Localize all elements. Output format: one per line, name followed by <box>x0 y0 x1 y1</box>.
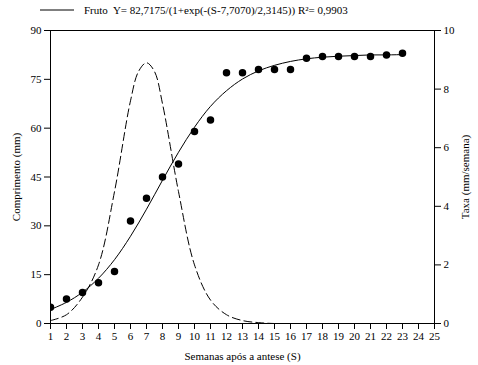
svg-text:10: 10 <box>444 24 456 36</box>
svg-text:15: 15 <box>269 330 281 342</box>
svg-text:4: 4 <box>444 200 450 212</box>
svg-text:5: 5 <box>112 330 118 342</box>
svg-text:7: 7 <box>144 330 150 342</box>
svg-text:21: 21 <box>365 330 376 342</box>
svg-text:19: 19 <box>333 330 345 342</box>
svg-text:6: 6 <box>444 141 450 153</box>
svg-text:16: 16 <box>285 330 297 342</box>
svg-text:Taxa (mm/semana): Taxa (mm/semana) <box>459 134 472 219</box>
svg-text:2: 2 <box>64 330 70 342</box>
svg-text:Semanas após a antese (S): Semanas após a antese (S) <box>184 350 300 363</box>
svg-text:14: 14 <box>253 330 265 342</box>
svg-text:8: 8 <box>444 83 450 95</box>
svg-text:9: 9 <box>176 330 182 342</box>
svg-text:17: 17 <box>301 330 313 342</box>
svg-text:1: 1 <box>48 330 54 342</box>
svg-text:0: 0 <box>444 317 450 329</box>
svg-text:0: 0 <box>36 317 42 329</box>
svg-text:2: 2 <box>444 258 450 270</box>
svg-text:30: 30 <box>31 219 43 231</box>
svg-text:13: 13 <box>237 330 249 342</box>
svg-text:3: 3 <box>80 330 86 342</box>
svg-text:45: 45 <box>31 171 43 183</box>
svg-text:10: 10 <box>189 330 201 342</box>
svg-text:15: 15 <box>31 268 43 280</box>
svg-text:22: 22 <box>381 330 392 342</box>
svg-text:Comprimento (mm): Comprimento (mm) <box>10 133 23 222</box>
svg-text:90: 90 <box>31 24 43 36</box>
svg-text:25: 25 <box>429 330 441 342</box>
svg-text:20: 20 <box>349 330 361 342</box>
svg-text:23: 23 <box>397 330 409 342</box>
svg-text:18: 18 <box>317 330 329 342</box>
svg-text:6: 6 <box>128 330 134 342</box>
svg-text:60: 60 <box>31 122 43 134</box>
svg-text:11: 11 <box>205 330 216 342</box>
svg-text:4: 4 <box>96 330 102 342</box>
svg-text:24: 24 <box>413 330 425 342</box>
svg-text:75: 75 <box>31 73 43 85</box>
svg-text:12: 12 <box>221 330 232 342</box>
svg-text:8: 8 <box>160 330 166 342</box>
html-text:Fruto Y= 82,7175/(1+exp(-(S-7,: Fruto Y= 82,7175/(1+exp(-(S-7,7070)/2,31… <box>84 4 348 16</box>
